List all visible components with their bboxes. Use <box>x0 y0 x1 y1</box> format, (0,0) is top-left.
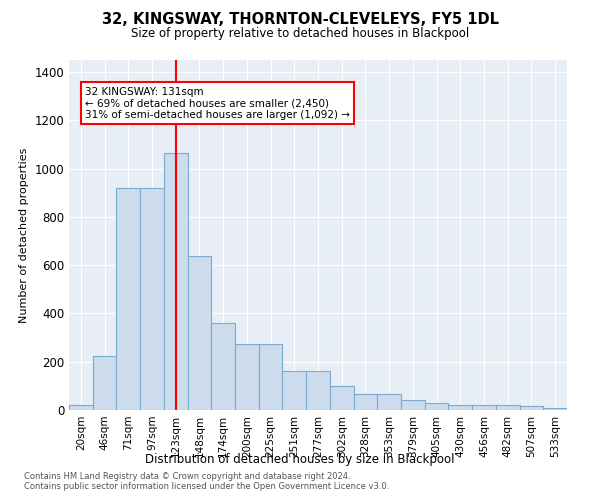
Bar <box>377 394 401 410</box>
Bar <box>164 153 188 410</box>
Bar <box>472 405 496 410</box>
Bar <box>283 372 306 410</box>
Text: Distribution of detached houses by size in Blackpool: Distribution of detached houses by size … <box>145 452 455 466</box>
Y-axis label: Number of detached properties: Number of detached properties <box>19 148 29 322</box>
Bar <box>425 403 448 410</box>
Bar <box>93 356 116 410</box>
Text: 32 KINGSWAY: 131sqm
← 69% of detached houses are smaller (2,450)
31% of semi-det: 32 KINGSWAY: 131sqm ← 69% of detached ho… <box>85 86 350 120</box>
Bar <box>235 344 259 410</box>
Text: Size of property relative to detached houses in Blackpool: Size of property relative to detached ho… <box>131 28 469 40</box>
Bar <box>520 406 543 410</box>
Bar <box>188 256 211 410</box>
Bar <box>306 372 330 410</box>
Bar <box>140 188 164 410</box>
Bar <box>330 386 353 410</box>
Bar <box>543 408 567 410</box>
Text: Contains HM Land Registry data © Crown copyright and database right 2024.: Contains HM Land Registry data © Crown c… <box>24 472 350 481</box>
Text: Contains public sector information licensed under the Open Government Licence v3: Contains public sector information licen… <box>24 482 389 491</box>
Bar <box>353 394 377 410</box>
Bar <box>69 405 93 410</box>
Bar <box>448 405 472 410</box>
Bar <box>116 188 140 410</box>
Bar <box>211 323 235 410</box>
Bar <box>401 400 425 410</box>
Bar <box>496 405 520 410</box>
Text: 32, KINGSWAY, THORNTON-CLEVELEYS, FY5 1DL: 32, KINGSWAY, THORNTON-CLEVELEYS, FY5 1D… <box>101 12 499 28</box>
Bar <box>259 344 283 410</box>
